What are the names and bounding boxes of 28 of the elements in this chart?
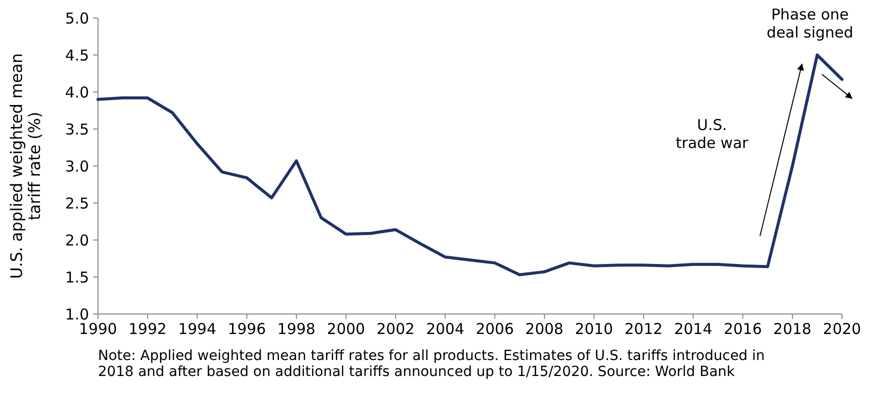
x-tick-label: 2004 bbox=[426, 320, 464, 338]
y-tick-label: 4.0 bbox=[65, 83, 89, 102]
y-tick-label: 3.0 bbox=[65, 157, 89, 176]
x-tick-label: 1998 bbox=[277, 320, 316, 338]
y-tick-label: 4.5 bbox=[65, 46, 89, 64]
x-tick-label: 2014 bbox=[674, 320, 712, 338]
annotation: U.S. trade war bbox=[676, 116, 750, 152]
x-tick-label: 2010 bbox=[574, 320, 614, 338]
x-tick-label: 2016 bbox=[724, 320, 762, 338]
x-tick-label: 1992 bbox=[128, 320, 167, 338]
x-tick-label: 2006 bbox=[476, 320, 514, 338]
y-tick-label: 1.5 bbox=[65, 268, 89, 286]
x-tick-label: 1996 bbox=[228, 320, 266, 338]
text: Note: Applied weighted mean tariff rates for all products. Estimates of U.S. tariffs introduced in 2018 and after based on additional tariffs announced up to 1/15/2020. Source: World Bank bbox=[98, 348, 765, 380]
x-tick-label: 2002 bbox=[376, 320, 415, 338]
y-tick-label: 2.5 bbox=[65, 194, 89, 212]
x-tick-label: 2020 bbox=[822, 320, 862, 338]
line-series bbox=[96, 54, 844, 276]
x-tick-label: 2008 bbox=[525, 320, 564, 338]
x-tick-label: 2000 bbox=[326, 320, 366, 338]
x-tick-label: 2012 bbox=[624, 320, 663, 338]
y-axis-title: U.S. applied weighted mean tariff rate (%) bbox=[7, 53, 44, 279]
annotation: Phase one deal signed bbox=[766, 5, 854, 42]
y-tick-label: 3.5 bbox=[65, 120, 89, 138]
x-tick-label: 1994 bbox=[178, 320, 216, 338]
y-tick-label: 5.0 bbox=[65, 9, 89, 28]
y-tick-label: 2.0 bbox=[65, 231, 89, 250]
x-tick-label: 2018 bbox=[773, 320, 812, 338]
